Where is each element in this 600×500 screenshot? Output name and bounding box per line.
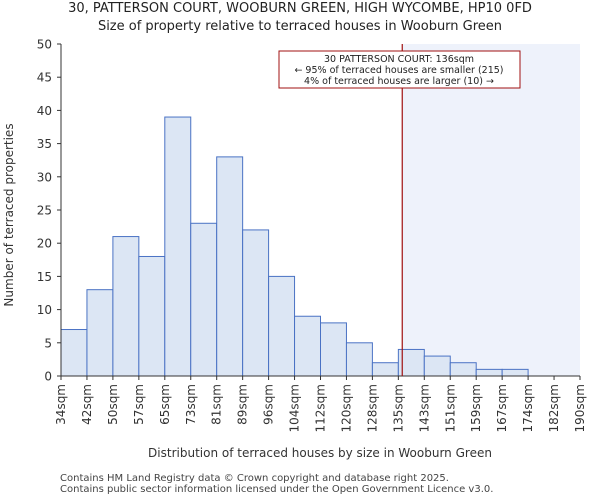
footer-copyright: Contains HM Land Registry data © Crown c… <box>60 473 449 484</box>
histogram-bar <box>138 255 166 377</box>
histogram-bar <box>320 322 347 377</box>
x-tick-label: 167sqm <box>495 384 509 432</box>
x-tick-label: 50sqm <box>106 384 120 425</box>
histogram-bar <box>294 315 321 377</box>
y-tick-label: 5 <box>44 336 52 350</box>
histogram-bar <box>164 116 192 377</box>
larger-region-shade <box>402 44 580 376</box>
histogram-bar <box>268 275 296 377</box>
x-tick-label: 182sqm <box>547 384 561 432</box>
annotation-line-1: 30 PATTERSON COURT: 136sqm <box>324 54 474 65</box>
histogram-bar <box>345 342 373 377</box>
x-tick-label: 159sqm <box>469 384 483 432</box>
x-tick-label: 174sqm <box>521 384 535 432</box>
footer-licence: Contains public sector information licen… <box>60 484 494 495</box>
x-tick-label: 89sqm <box>236 384 250 425</box>
y-tick-label: 25 <box>37 204 52 218</box>
x-tick-label: 81sqm <box>210 384 224 425</box>
histogram-chart: 0 5 10 15 20 25 30 35 40 45 50 34sqm 42sqm 50sqm 57sq… <box>2 38 587 461</box>
x-axis-label: Distribution of terraced houses by size … <box>148 446 492 460</box>
x-tick-label: 143sqm <box>417 384 431 432</box>
y-tick-label: 20 <box>37 237 52 251</box>
y-tick-label: 35 <box>37 137 52 151</box>
x-tick-label: 96sqm <box>262 384 276 425</box>
y-tick-label: 30 <box>37 170 52 184</box>
x-tick-label: 128sqm <box>365 384 379 432</box>
annotation-box <box>278 50 521 89</box>
x-tick-label: 104sqm <box>288 384 302 432</box>
y-tick-label: 50 <box>37 38 52 52</box>
y-tick-label: 15 <box>37 270 52 284</box>
histogram-bar <box>86 289 114 377</box>
x-tick-label: 135sqm <box>391 384 405 432</box>
annotation-line-2: ← 95% of terraced houses are smaller (21… <box>294 65 503 76</box>
x-tick-label: 112sqm <box>314 384 328 432</box>
x-tick-label: 65sqm <box>158 384 172 425</box>
histogram-bar <box>449 362 477 377</box>
chart-title: 30, PATTERSON COURT, WOOBURN GREEN, HIGH… <box>68 1 532 16</box>
y-axis-label: Number of terraced properties <box>2 123 16 306</box>
histogram-bar <box>190 222 218 377</box>
x-tick-label: 57sqm <box>132 384 146 425</box>
y-tick-label: 40 <box>37 104 52 118</box>
x-tick-label: 42sqm <box>80 384 94 425</box>
y-tick-label: 45 <box>37 71 52 85</box>
x-tick-label: 120sqm <box>339 384 353 432</box>
histogram-bar <box>371 362 399 377</box>
x-tick-label: 34sqm <box>54 384 68 425</box>
histogram-bar <box>423 355 451 377</box>
histogram-bar <box>60 329 88 377</box>
histogram-bar <box>475 368 503 377</box>
histogram-bar <box>501 368 529 377</box>
x-tick-label: 151sqm <box>443 384 457 432</box>
x-tick-label: 73sqm <box>184 384 198 425</box>
histogram-bar <box>216 156 244 377</box>
x-tick-label: 190sqm <box>573 384 587 432</box>
chart-subtitle: Size of property relative to terraced ho… <box>97 19 503 34</box>
annotation-line-3: 4% of terraced houses are larger (10) → <box>304 76 494 87</box>
histogram-bar <box>112 236 140 377</box>
y-tick-label: 0 <box>44 370 52 384</box>
histogram-bar <box>242 229 270 377</box>
y-tick-label: 10 <box>37 303 52 317</box>
